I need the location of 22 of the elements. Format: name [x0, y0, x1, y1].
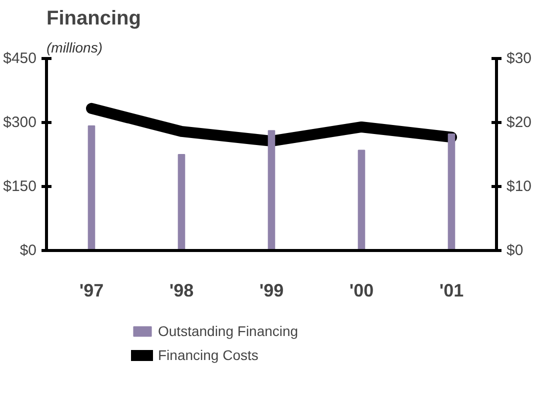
y2-tick-label: $30	[506, 50, 532, 67]
x-tick-label: '98	[169, 280, 194, 300]
legend-label: Financing Costs	[158, 347, 258, 363]
bar	[358, 150, 366, 250]
bar	[448, 134, 456, 250]
y-tick-label: $450	[3, 50, 37, 67]
x-tick-label: '97	[79, 280, 104, 300]
x-tick-label: '01	[439, 280, 464, 300]
chart-title: Financing	[46, 8, 141, 30]
legend-label: Outstanding Financing	[158, 323, 298, 339]
bar	[178, 154, 186, 250]
y2-tick-label: $20	[506, 114, 532, 131]
y-tick-label: $300	[3, 114, 37, 131]
bar	[268, 130, 276, 250]
y-tick-label: $150	[3, 178, 37, 195]
y2-tick-label: $10	[506, 178, 532, 195]
y2-tick-label: $0	[506, 242, 524, 259]
bar	[88, 125, 96, 250]
x-tick-label: '00	[349, 280, 374, 300]
y-tick-label: $0	[20, 242, 37, 259]
x-tick-label: '99	[259, 280, 284, 300]
chart-subtitle: (millions)	[46, 40, 102, 56]
